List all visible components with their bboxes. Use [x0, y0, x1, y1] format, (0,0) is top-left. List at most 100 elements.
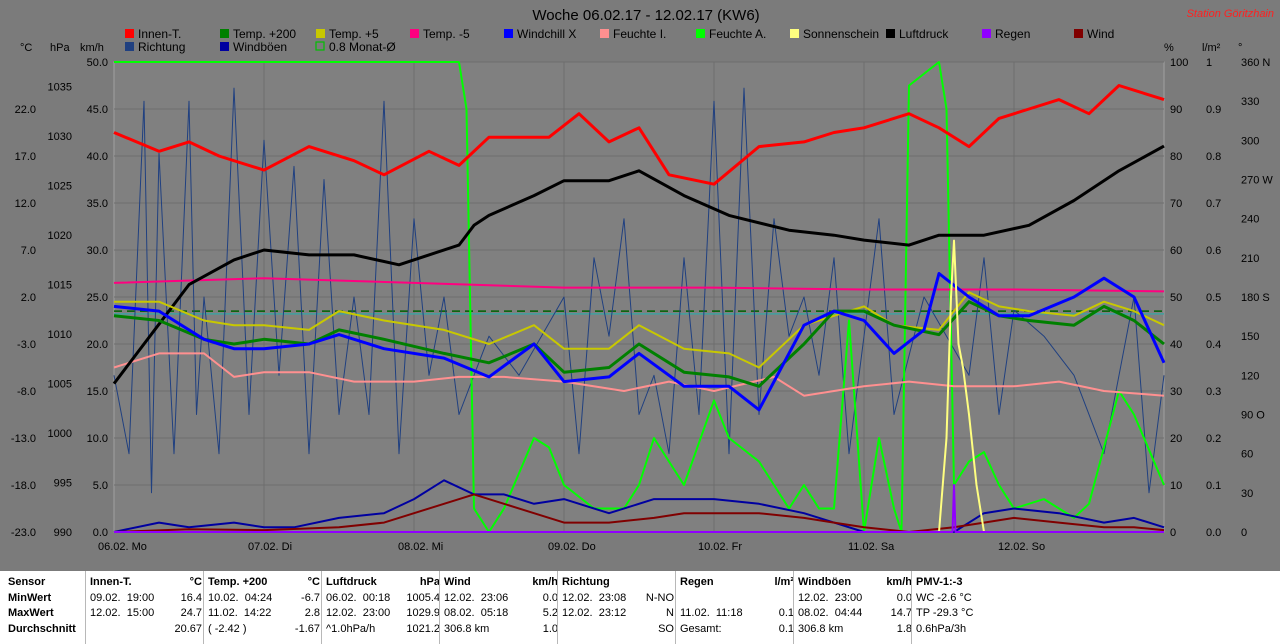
unit-percent: % — [1164, 42, 1174, 54]
tick-label-degree: 240 — [1241, 214, 1259, 226]
legend-swatch — [316, 29, 325, 38]
stats-column: Wind km/h 12.02. 23:06 0.0 08.02. 05:18 5.2 30… — [444, 575, 558, 637]
stats-cell-left: 09.02. 19:00 — [90, 591, 155, 604]
tick-label-rain: 0.4 — [1206, 339, 1221, 351]
legend-swatch — [982, 29, 991, 38]
stats-cell-value: 2.8 — [304, 607, 320, 619]
stats-column-name: Windböen — [798, 576, 852, 588]
tick-label-rain: 0.1 — [1206, 480, 1221, 492]
stats-cell: 12.02. 23:00 1029.9 — [326, 606, 440, 622]
series-line-feuchte-i- — [113, 352, 1165, 397]
series-line-temp-5 — [113, 277, 1165, 293]
tick-label-kmh: 50.0 — [87, 57, 108, 69]
axis-ticks: 22.0 17.0 12.0 7.0 2.0 -3.0 -8.0 -13.0 -18.0 -23.… — [11, 57, 1273, 539]
chart-legend: Innen-T. Temp. +200 Temp. +5 Temp. -5 Windch… — [125, 27, 1114, 54]
stats-cell: 306.8 km 1.8 — [798, 622, 912, 638]
stats-row-labels: Sensor MinWert MaxWert Durchschnitt — [8, 575, 84, 637]
station-label: Station Göritzhain — [1187, 8, 1274, 20]
tick-label-rain: 0.9 — [1206, 104, 1221, 116]
stats-cell: 09.02. 19:00 16.4 — [90, 591, 202, 607]
legend-item: Windchill X — [504, 27, 576, 41]
series-line-windchill-x — [113, 272, 1166, 412]
stats-cell-value: -1.67 — [294, 622, 320, 635]
tick-label-percent: 20 — [1170, 433, 1182, 445]
stats-cell-value: N-NO — [645, 591, 674, 604]
stats-column-header: Richtung — [562, 575, 674, 591]
stats-separator — [911, 571, 912, 644]
stats-cell-value: 14.7 — [890, 607, 912, 619]
stats-cell: 20.67 — [90, 622, 202, 638]
stats-cell-left: 12.02. 23:12 — [562, 607, 627, 619]
tick-label-celsius: 7.0 — [21, 245, 36, 257]
legend-swatch — [886, 29, 895, 38]
stats-column-name: PMV-1:-3 — [916, 576, 963, 588]
stats-cell: 06.02. 00:18 1005.4 — [326, 591, 440, 607]
stats-cell: ( -2.42 ) -1.67 — [208, 622, 320, 638]
series-line-windb-en — [113, 479, 1165, 533]
legend-label: Feuchte A. — [709, 27, 766, 41]
series-line-richtung — [113, 87, 1165, 494]
series-line-innen-t- — [113, 84, 1165, 186]
legend-swatch — [696, 29, 705, 38]
stats-cell-left: 306.8 km — [444, 622, 490, 635]
legend-label: Temp. +5 — [329, 27, 379, 41]
chart-title: Woche 06.02.17 - 12.02.17 (KW6) — [532, 7, 759, 24]
unit-celsius: °C — [20, 42, 32, 54]
stats-separator — [203, 571, 204, 644]
tick-label-degree: 210 — [1241, 253, 1259, 265]
tick-label-degree: 0 — [1241, 527, 1247, 539]
stats-column-name: Innen-T. — [90, 576, 132, 588]
tick-label-kmh: 10.0 — [87, 433, 108, 445]
stats-cell: 12.02. 15:00 24.7 — [90, 606, 202, 622]
legend-swatch — [125, 29, 134, 38]
stats-cell-left: Gesamt: — [680, 622, 722, 635]
stats-cell — [680, 591, 794, 607]
stats-cell: 12.02. 23:00 0.0 — [798, 591, 912, 607]
stats-column-unit: °C — [189, 576, 202, 588]
legend-item: Temp. -5 — [410, 27, 470, 41]
legend-label: Wind — [1087, 27, 1114, 41]
stats-cell: 11.02. 14:22 2.8 — [208, 606, 320, 622]
tick-label-kmh: 25.0 — [87, 292, 108, 304]
stats-column: Innen-T. °C 09.02. 19:00 16.4 12.02. 15:00 24… — [90, 575, 202, 637]
tick-label-hpa: 1000 — [48, 428, 72, 440]
stats-column-header: Windböen km/h — [798, 575, 912, 591]
tick-label-celsius: 22.0 — [15, 104, 36, 116]
stats-cell-left: ^1.0hPa/h — [326, 622, 376, 635]
stats-column-header: Luftdruck hPa — [326, 575, 440, 591]
tick-label-celsius: 2.0 — [21, 292, 36, 304]
stats-cell-value: 5.2 — [542, 607, 558, 619]
stats-cell-value: 1029.9 — [406, 607, 440, 619]
stats-separator — [85, 571, 86, 644]
legend-label: Innen-T. — [138, 27, 181, 41]
legend-swatch — [220, 42, 229, 51]
tick-label-celsius: 12.0 — [15, 198, 36, 210]
legend-label: Luftdruck — [899, 27, 949, 41]
stats-row-label: Sensor — [8, 576, 46, 588]
tick-label-percent: 30 — [1170, 386, 1182, 398]
tick-label-hpa: 1015 — [48, 280, 72, 292]
stats-cell: ^1.0hPa/h 1021.2 — [326, 622, 440, 638]
stats-column-unit: l/m² — [774, 576, 794, 588]
x-axis-labels: 06.02. Mo 07.02. Di 08.02. Mi 09.02. Do 10.0… — [98, 541, 1045, 553]
tick-label-kmh: 45.0 — [87, 104, 108, 116]
unit-degree: ° — [1238, 42, 1242, 54]
legend-item: Temp. +5 — [316, 27, 379, 41]
stats-cell-value: 24.7 — [180, 607, 202, 619]
tick-label-kmh: 0.0 — [93, 527, 108, 539]
stats-cell-left: ( -2.42 ) — [208, 622, 247, 635]
stats-cell: 12.02. 23:12 N — [562, 606, 674, 622]
tick-label-percent: 90 — [1170, 104, 1182, 116]
legend-item: Richtung — [125, 40, 185, 54]
tick-label-rain: 1 — [1206, 57, 1212, 69]
legend-label: Windböen — [233, 40, 287, 54]
tick-label-rain: 0.8 — [1206, 151, 1221, 163]
series-line-luftdruck — [112, 144, 1165, 385]
tick-label-degree: 180 S — [1241, 292, 1270, 304]
stats-cell: 08.02. 04:44 14.7 — [798, 606, 912, 622]
legend-swatch — [1074, 29, 1083, 38]
tick-label-kmh: 15.0 — [87, 386, 108, 398]
stats-column-header: Regen l/m² — [680, 575, 794, 591]
x-label: 11.02. Sa — [848, 541, 895, 553]
stats-separator — [439, 571, 440, 644]
